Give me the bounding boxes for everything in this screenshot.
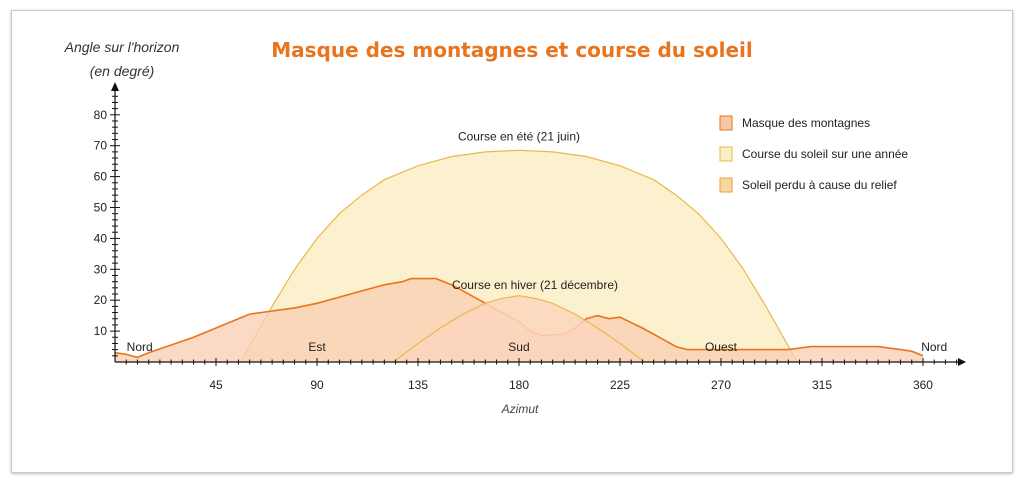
- series-line-1: [240, 149, 798, 363]
- x-tick-label-315: 315: [812, 378, 832, 392]
- direction-label-2: Sud: [508, 340, 529, 354]
- direction-label-0: Nord: [127, 340, 153, 354]
- x-tick-label-270: 270: [711, 378, 731, 392]
- x-tick-label-180: 180: [509, 378, 529, 392]
- legend-label-perdu: Soleil perdu à cause du relief: [742, 178, 897, 192]
- y-tick-label-10: 10: [94, 324, 108, 338]
- x-tick-label-225: 225: [610, 378, 630, 392]
- direction-label-4: Nord: [921, 340, 947, 354]
- y-tick-label-50: 50: [94, 201, 108, 215]
- y-tick-label-30: 30: [94, 262, 108, 276]
- x-tick-label-360: 360: [913, 378, 933, 392]
- y-tick-label-60: 60: [94, 170, 108, 184]
- series-line-2: [392, 294, 646, 363]
- legend-label-masque: Masque des montagnes: [742, 116, 870, 130]
- y-axis-title-line2: (en degré): [90, 63, 155, 79]
- y-axis-arrow: [111, 82, 119, 91]
- direction-label-1: Est: [308, 340, 326, 354]
- x-axis-title: Azimut: [501, 402, 539, 416]
- legend-swatch-course: [719, 146, 733, 162]
- legend-label-course: Course du soleil sur une année: [742, 147, 908, 161]
- y-tick-label-70: 70: [94, 139, 108, 153]
- annotation-0: Course en été (21 juin): [458, 129, 580, 143]
- legend-swatch-masque: [719, 115, 733, 131]
- series-area-2: [393, 295, 645, 362]
- direction-label-3: Ouest: [705, 340, 738, 354]
- x-tick-label-135: 135: [408, 378, 428, 392]
- series-layer: [114, 149, 924, 363]
- y-axis-title-line1: Angle sur l'horizon: [64, 39, 180, 55]
- legend: Masque des montagnes Course du soleil su…: [719, 115, 908, 193]
- annotation-1: Course en hiver (21 décembre): [452, 278, 618, 292]
- x-axis-arrow: [958, 358, 966, 366]
- x-tick-label-90: 90: [310, 378, 324, 392]
- y-tick-label-20: 20: [94, 293, 108, 307]
- chart-title: Masque des montagnes et course du soleil: [271, 38, 753, 62]
- y-tick-label-80: 80: [94, 108, 108, 122]
- axes-layer: [110, 82, 966, 366]
- labels-layer: 10 20 30 40 50 60 70 80 45 90 135 180 225 270 315 360 No…: [94, 108, 948, 392]
- series-area-0: [115, 278, 923, 362]
- y-tick-label-40: 40: [94, 231, 108, 245]
- x-tick-label-45: 45: [209, 378, 223, 392]
- legend-swatch-perdu: [719, 177, 733, 193]
